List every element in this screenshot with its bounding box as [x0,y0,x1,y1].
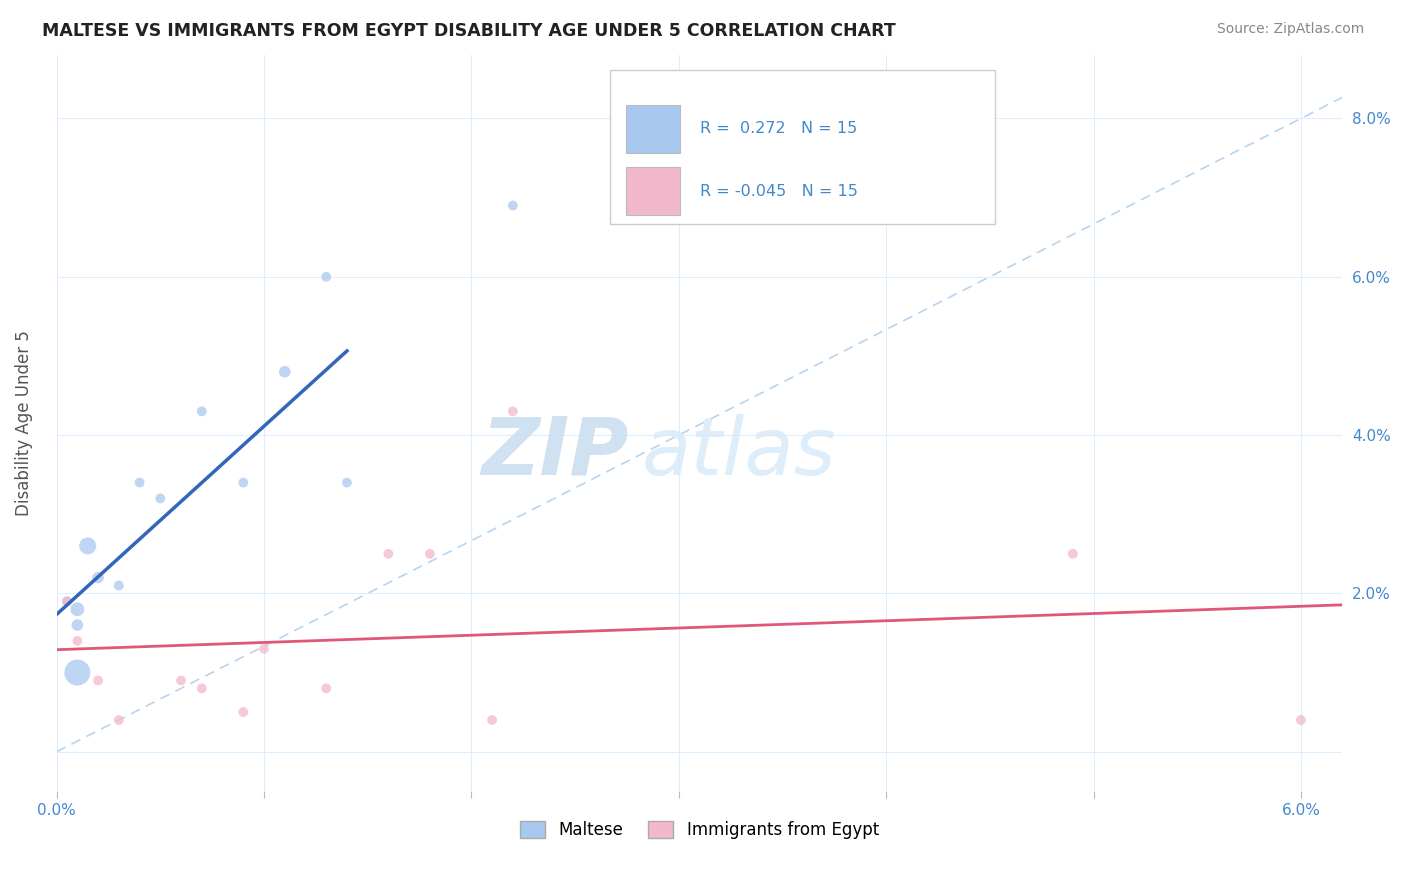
Point [56,594,79,608]
Y-axis label: Disability Age Under 5: Disability Age Under 5 [15,330,32,516]
Point [1062,547,1084,561]
Point [377,547,399,561]
Text: MALTESE VS IMMIGRANTS FROM EGYPT DISABILITY AGE UNDER 5 CORRELATION CHART: MALTESE VS IMMIGRANTS FROM EGYPT DISABIL… [42,22,896,40]
FancyBboxPatch shape [626,105,681,153]
Legend: Maltese, Immigrants from Egypt: Maltese, Immigrants from Egypt [513,814,886,846]
Point [170,673,193,688]
Point [274,365,297,379]
FancyBboxPatch shape [626,168,681,215]
Point [336,475,359,490]
Point [66,633,89,648]
Point [66,665,89,680]
Text: atlas: atlas [641,414,837,491]
Point [502,198,524,212]
Point [232,705,254,719]
Point [56,594,79,608]
Point [315,681,337,696]
Point [1289,713,1312,727]
Text: ZIP: ZIP [481,414,628,491]
Point [76,539,98,553]
Text: R = -0.045   N = 15: R = -0.045 N = 15 [700,184,858,199]
Point [128,475,150,490]
Point [149,491,172,506]
Point [232,475,254,490]
Point [419,547,441,561]
FancyBboxPatch shape [610,70,995,225]
Point [502,404,524,418]
Point [315,269,337,284]
Point [191,681,214,696]
Point [87,570,110,584]
Point [66,618,89,632]
Point [191,404,214,418]
Point [66,602,89,616]
Point [108,578,131,592]
Text: R =  0.272   N = 15: R = 0.272 N = 15 [700,121,856,136]
Text: Source: ZipAtlas.com: Source: ZipAtlas.com [1216,22,1364,37]
Point [253,641,276,656]
Point [87,673,110,688]
Point [108,713,131,727]
Point [481,713,503,727]
